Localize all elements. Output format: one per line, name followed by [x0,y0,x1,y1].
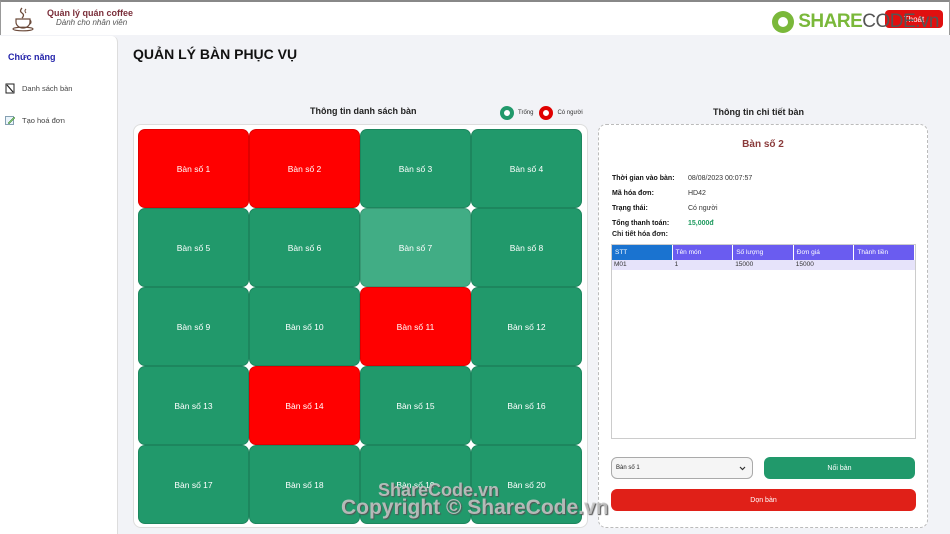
logout-button[interactable]: Thoát [885,10,943,28]
clear-table-button[interactable]: Dọn bàn [611,489,916,511]
free-status-icon [500,106,514,120]
table-card[interactable]: Bàn số 1 [138,129,249,208]
column-header[interactable]: Tên món [672,245,734,260]
table-card[interactable]: Bàn số 2 [249,129,360,208]
table-grid-panel: Bàn số 1 Bàn số 2 Bàn số 3 Bàn số 4 Bàn số 5… [133,124,588,528]
legend-item-occupied: Có người [539,106,583,120]
page-title: QUẢN LÝ BÀN PHỤC VỤ [133,46,298,62]
table-card[interactable]: Bàn số 8 [471,208,582,287]
merge-table-button[interactable]: Nối bàn [764,457,915,479]
app-subtitle: Dành cho nhân viên [56,18,128,28]
edit-icon [4,114,16,126]
sidebar-item-table-list[interactable]: Danh sách bàn [0,82,117,94]
table-card[interactable]: Bàn số 12 [471,287,582,366]
table-card[interactable]: Bàn số 17 [138,445,249,524]
info-row-total: Tổng thanh toán: 15,000đ [612,220,714,227]
sidebar-item-create-invoice[interactable]: Tạo hoá đơn [0,114,117,126]
table-card[interactable]: Bàn số 16 [471,366,582,445]
table-card[interactable]: Bàn số 19 [360,445,471,524]
table-card[interactable]: Bàn số 5 [138,208,249,287]
table-card[interactable]: Bàn số 11 [360,287,471,366]
table-grid: Bàn số 1 Bàn số 2 Bàn số 3 Bàn số 4 Bàn số 5… [138,129,583,524]
table-cell: 1 [674,261,679,268]
merge-table-select[interactable]: Bàn số 1 [611,457,753,479]
info-row-invoice-id: Mã hóa đơn: HD42 [612,190,706,197]
invoice-table[interactable]: STT Tên món Số lượng Đơn giá Thành tiền … [611,244,916,439]
table-card[interactable]: Bàn số 20 [471,445,582,524]
table-card[interactable]: Bàn số 13 [138,366,249,445]
info-row-check-in-time: Thời gian vào bàn: 08/08/2023 00:07:57 [612,175,753,182]
table-card[interactable]: Bàn số 9 [138,287,249,366]
invoice-detail-label: Chi tiết hóa đơn: [612,231,668,238]
column-header[interactable]: Thành tiền [854,245,915,260]
table-card[interactable]: Bàn số 15 [360,366,471,445]
occupied-status-icon [539,106,554,120]
status-legend: Trống Có người [500,106,589,120]
column-header[interactable]: STT [612,245,673,260]
info-row-status: Trạng thái: Có người [612,205,718,212]
invoice-table-header: STT Tên món Số lượng Đơn giá Thành tiền [612,245,915,260]
table-list-icon [4,82,16,94]
table-card[interactable]: Bàn số 6 [249,208,360,287]
detail-title: Thông tin chi tiết bàn [713,107,804,117]
sharecode-logo-icon [772,11,795,33]
table-card[interactable]: Bàn số 18 [249,445,360,524]
table-card[interactable]: Bàn số 10 [249,287,360,366]
table-info: Thời gian vào bàn: 08/08/2023 00:07:57 M… [612,171,752,231]
column-header[interactable]: Số lượng [733,245,794,260]
sidebar: Chức năng Danh sách bàn Tạo hoá đơn [0,36,118,534]
table-detail-panel: Bàn số 2 Thời gian vào bàn: 08/08/2023 0… [598,124,928,528]
column-header[interactable]: Đơn giá [793,245,855,260]
sidebar-item-label: Danh sách bàn [22,83,73,93]
coffee-cup-logo-icon [12,7,34,31]
app-title: Quản lý quán coffee [47,8,134,19]
table-list-title: Thông tin danh sách bàn [310,106,417,116]
table-row[interactable]: M01 1 15000 15000 [612,260,915,270]
table-card[interactable]: Bàn số 3 [360,129,471,208]
table-card[interactable]: Bàn số 14 [249,366,360,445]
table-cell [854,260,915,270]
watermark-logo: SHARE CODE.vn [772,11,939,33]
selected-table-name: Bàn số 2 [742,139,784,150]
legend-item-free: Trống [500,106,533,120]
sidebar-item-label: Tạo hoá đơn [22,115,65,125]
table-card[interactable]: Bàn số 7 [360,208,471,287]
table-cell: 15000 [795,261,814,268]
table-cell: M01 [614,261,627,268]
top-bar: Quản lý quán coffee Dành cho nhân viên T… [0,0,950,35]
table-cell: 15000 [735,261,754,268]
table-card[interactable]: Bàn số 4 [471,129,582,208]
chevron-down-icon [739,466,746,470]
sidebar-title: Chức năng [8,52,56,62]
